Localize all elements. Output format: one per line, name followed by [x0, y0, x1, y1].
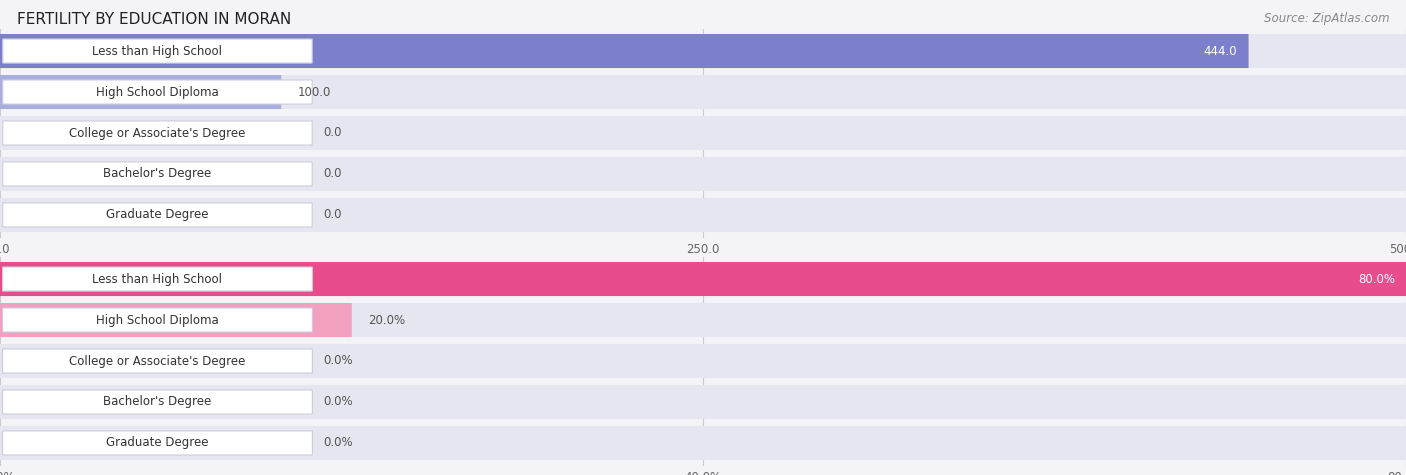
Text: Less than High School: Less than High School	[93, 45, 222, 57]
Text: 80.0%: 80.0%	[1358, 273, 1395, 285]
Text: Graduate Degree: Graduate Degree	[107, 209, 208, 221]
Text: 0.0: 0.0	[323, 209, 342, 221]
Text: 0.0%: 0.0%	[323, 437, 353, 449]
Text: 0.0: 0.0	[323, 126, 342, 140]
Text: 20.0%: 20.0%	[368, 314, 405, 326]
Text: Bachelor's Degree: Bachelor's Degree	[104, 396, 211, 408]
FancyBboxPatch shape	[0, 116, 1406, 150]
FancyBboxPatch shape	[3, 121, 312, 145]
Text: Source: ZipAtlas.com: Source: ZipAtlas.com	[1264, 12, 1389, 25]
FancyBboxPatch shape	[3, 431, 312, 455]
Text: College or Associate's Degree: College or Associate's Degree	[69, 354, 246, 368]
FancyBboxPatch shape	[3, 80, 312, 104]
Text: 0.0%: 0.0%	[323, 354, 353, 368]
Text: Bachelor's Degree: Bachelor's Degree	[104, 168, 211, 180]
FancyBboxPatch shape	[3, 162, 312, 186]
FancyBboxPatch shape	[0, 385, 1406, 419]
Text: High School Diploma: High School Diploma	[96, 314, 219, 326]
FancyBboxPatch shape	[0, 34, 1406, 68]
FancyBboxPatch shape	[0, 157, 1406, 191]
Text: 100.0: 100.0	[298, 86, 332, 98]
FancyBboxPatch shape	[3, 349, 312, 373]
FancyBboxPatch shape	[3, 390, 312, 414]
Text: FERTILITY BY EDUCATION IN MORAN: FERTILITY BY EDUCATION IN MORAN	[17, 12, 291, 27]
Text: 0.0%: 0.0%	[323, 396, 353, 408]
FancyBboxPatch shape	[0, 34, 1249, 68]
FancyBboxPatch shape	[0, 75, 281, 109]
FancyBboxPatch shape	[0, 426, 1406, 460]
FancyBboxPatch shape	[3, 203, 312, 227]
FancyBboxPatch shape	[0, 303, 1406, 337]
FancyBboxPatch shape	[0, 262, 1406, 296]
FancyBboxPatch shape	[3, 308, 312, 332]
Text: Graduate Degree: Graduate Degree	[107, 437, 208, 449]
Text: Less than High School: Less than High School	[93, 273, 222, 285]
FancyBboxPatch shape	[3, 267, 312, 291]
FancyBboxPatch shape	[0, 262, 1406, 296]
FancyBboxPatch shape	[0, 344, 1406, 378]
Text: 444.0: 444.0	[1204, 45, 1237, 57]
FancyBboxPatch shape	[3, 39, 312, 63]
Text: 0.0: 0.0	[323, 168, 342, 180]
Text: High School Diploma: High School Diploma	[96, 86, 219, 98]
Text: College or Associate's Degree: College or Associate's Degree	[69, 126, 246, 140]
FancyBboxPatch shape	[0, 303, 352, 337]
FancyBboxPatch shape	[0, 75, 1406, 109]
FancyBboxPatch shape	[0, 198, 1406, 232]
